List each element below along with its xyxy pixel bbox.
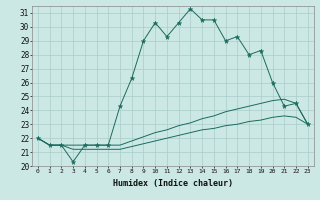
X-axis label: Humidex (Indice chaleur): Humidex (Indice chaleur) xyxy=(113,179,233,188)
